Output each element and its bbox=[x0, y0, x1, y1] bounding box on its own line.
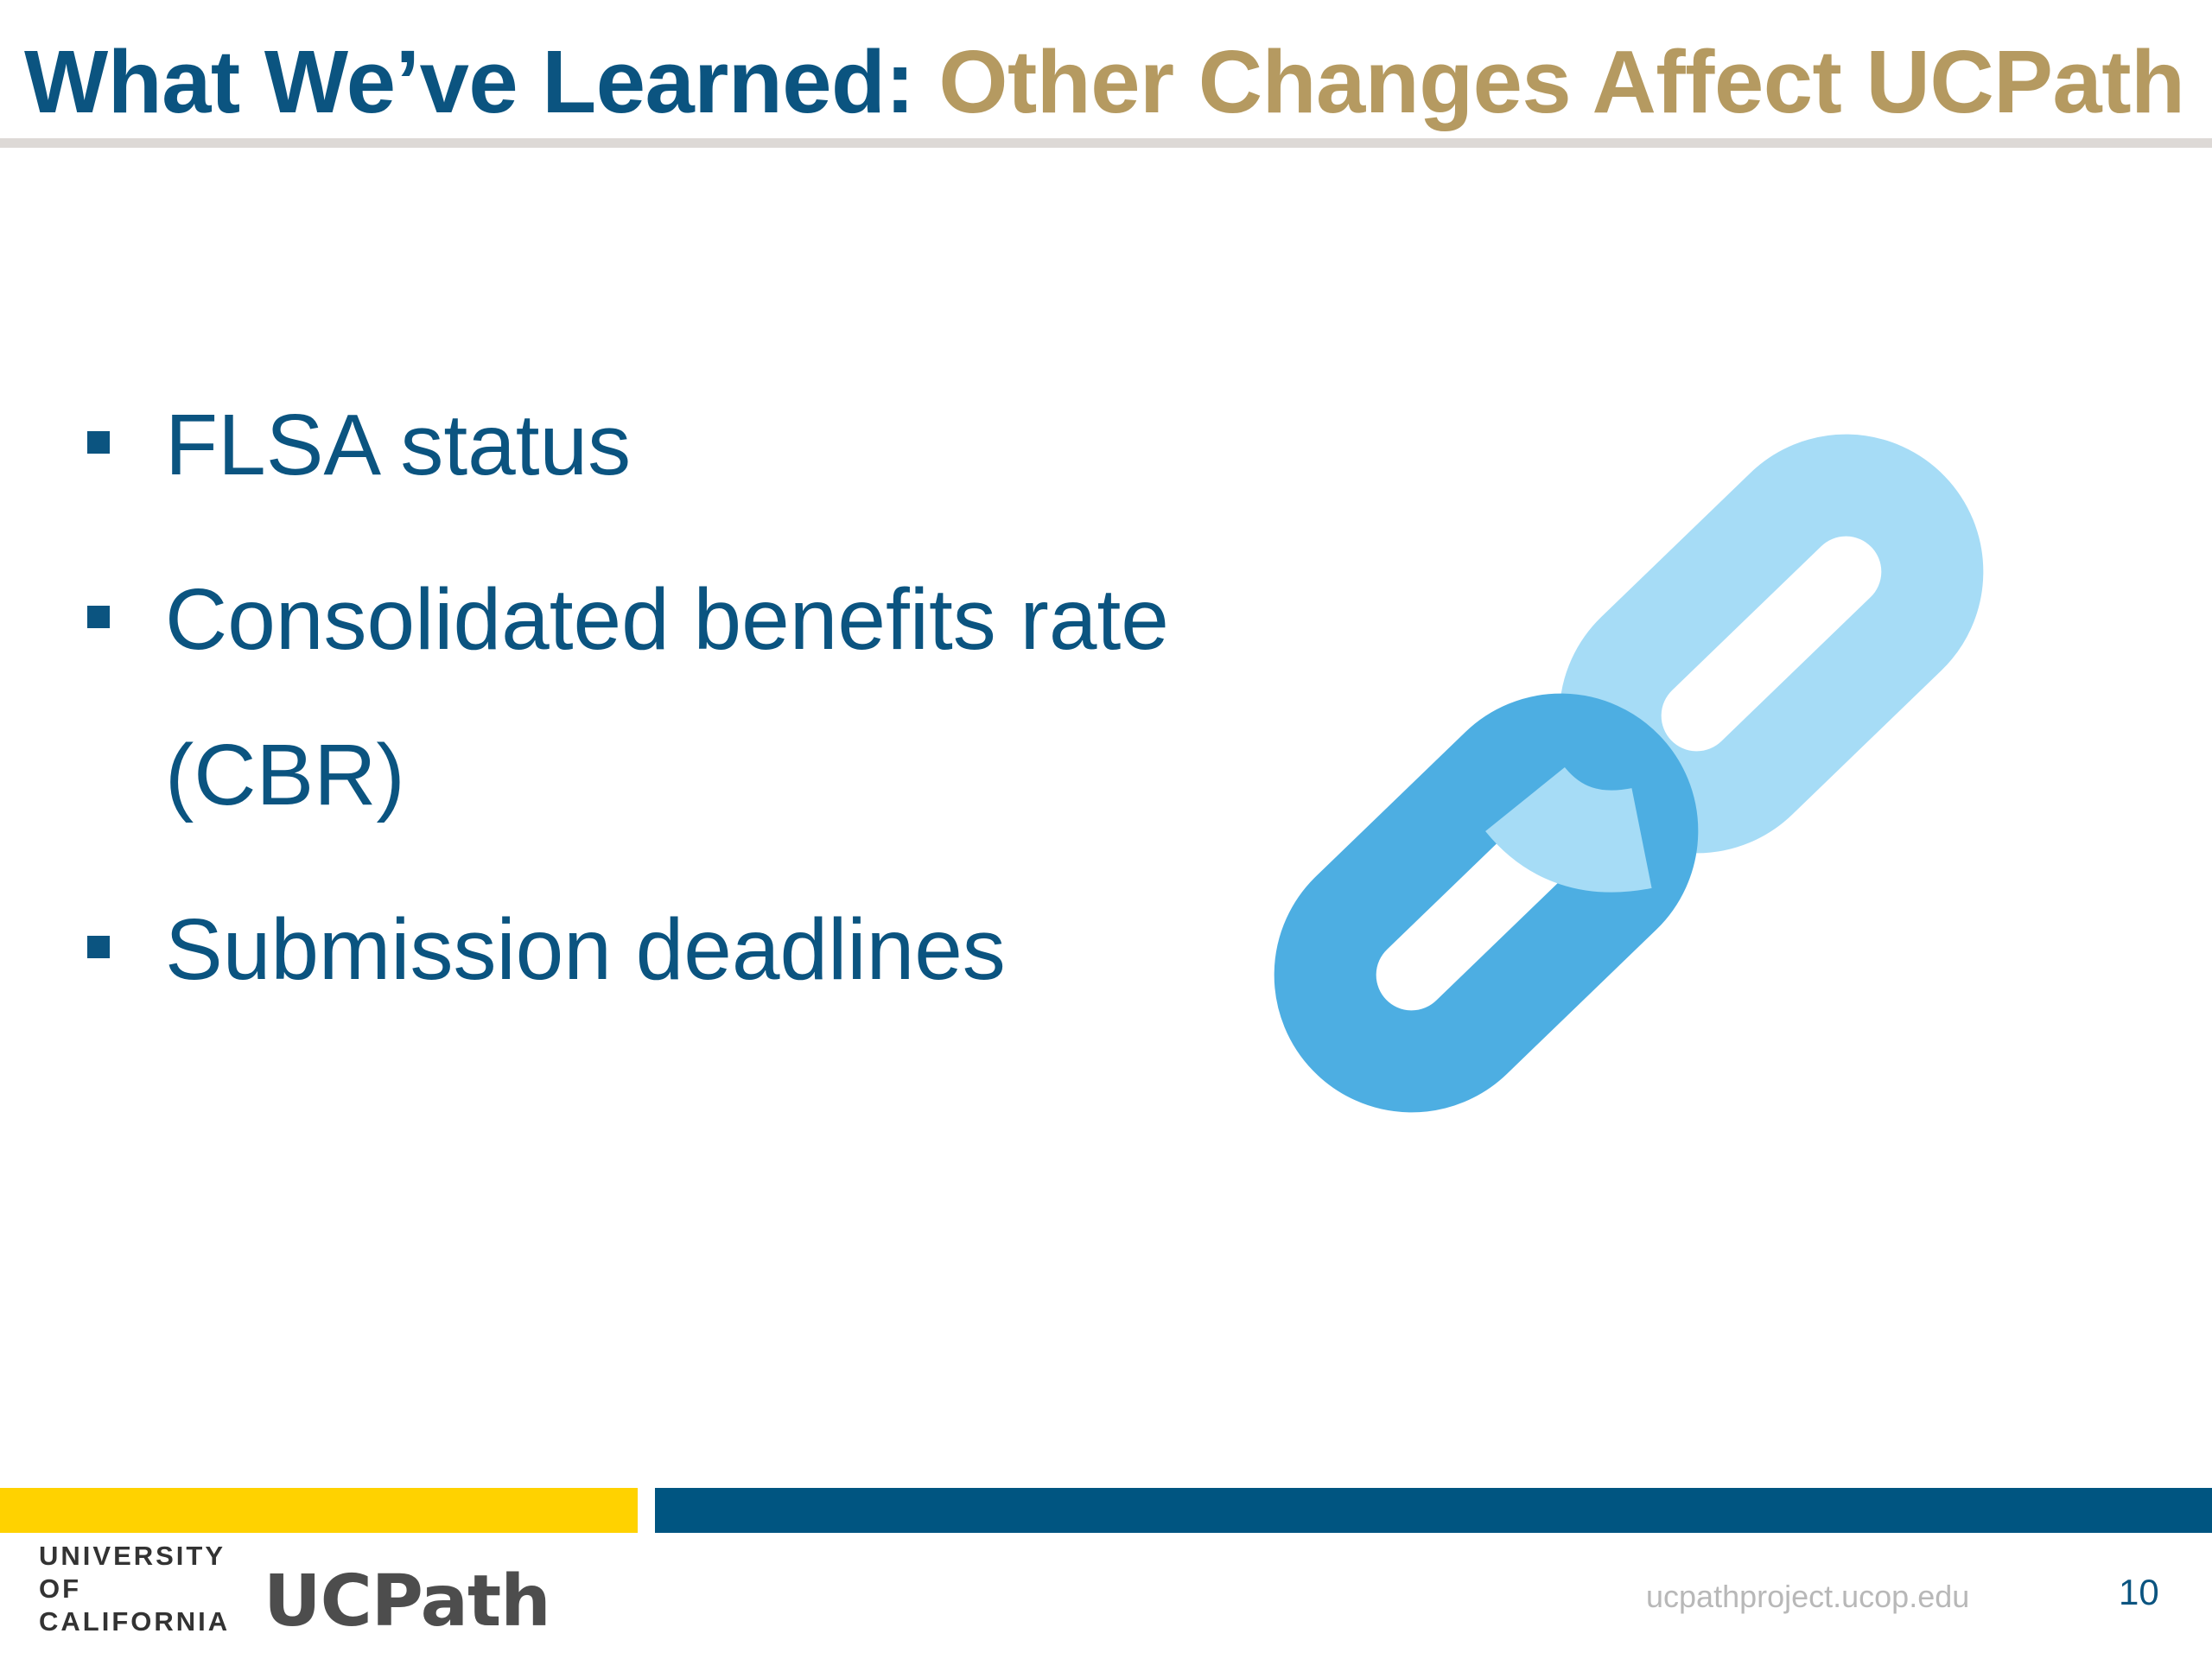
slide-title: What We’ve Learned: Other Changes Affect… bbox=[24, 26, 2193, 138]
back-link-overlap bbox=[1485, 766, 1652, 893]
bullet-square-icon bbox=[87, 431, 110, 454]
bullet-text: FLSA status bbox=[165, 397, 632, 493]
bullet-text: Consolidated benefits rate bbox=[165, 571, 1169, 668]
bullet-text-continued: (CBR) bbox=[165, 727, 405, 823]
title-divider bbox=[0, 138, 2212, 148]
bullet-text: Submission deadlines bbox=[165, 901, 1006, 998]
slide-title-part2: Other Changes Affect UCPath bbox=[938, 32, 2185, 131]
logo-line: OF bbox=[39, 1573, 82, 1604]
logo-line: UNIVERSITY bbox=[39, 1541, 226, 1571]
logo-line: CALIFORNIA bbox=[39, 1606, 231, 1637]
footer-url: ucpathproject.ucop.edu bbox=[1646, 1579, 1970, 1614]
slide-title-part1: What We’ve Learned: bbox=[24, 32, 915, 131]
chain-link-icon bbox=[1274, 434, 1984, 1113]
bullet-list: FLSA status Consolidated benefits rate (… bbox=[82, 367, 1249, 1046]
bullet-item: Submission deadlines bbox=[82, 872, 1249, 1027]
footer-bar-gold bbox=[0, 1488, 638, 1533]
bullet-square-icon bbox=[87, 606, 110, 628]
bullet-item: Consolidated benefits rate (CBR) bbox=[82, 542, 1249, 853]
bullet-square-icon bbox=[87, 936, 110, 958]
ucpath-logo: UCPath bbox=[264, 1560, 551, 1643]
front-link bbox=[1274, 693, 1699, 1113]
bullet-item: FLSA status bbox=[82, 367, 1249, 523]
page-number: 10 bbox=[2119, 1572, 2159, 1612]
footer-bar-blue bbox=[655, 1488, 2212, 1533]
university-of-california-logo: UNIVERSITY OF CALIFORNIA bbox=[39, 1540, 230, 1638]
